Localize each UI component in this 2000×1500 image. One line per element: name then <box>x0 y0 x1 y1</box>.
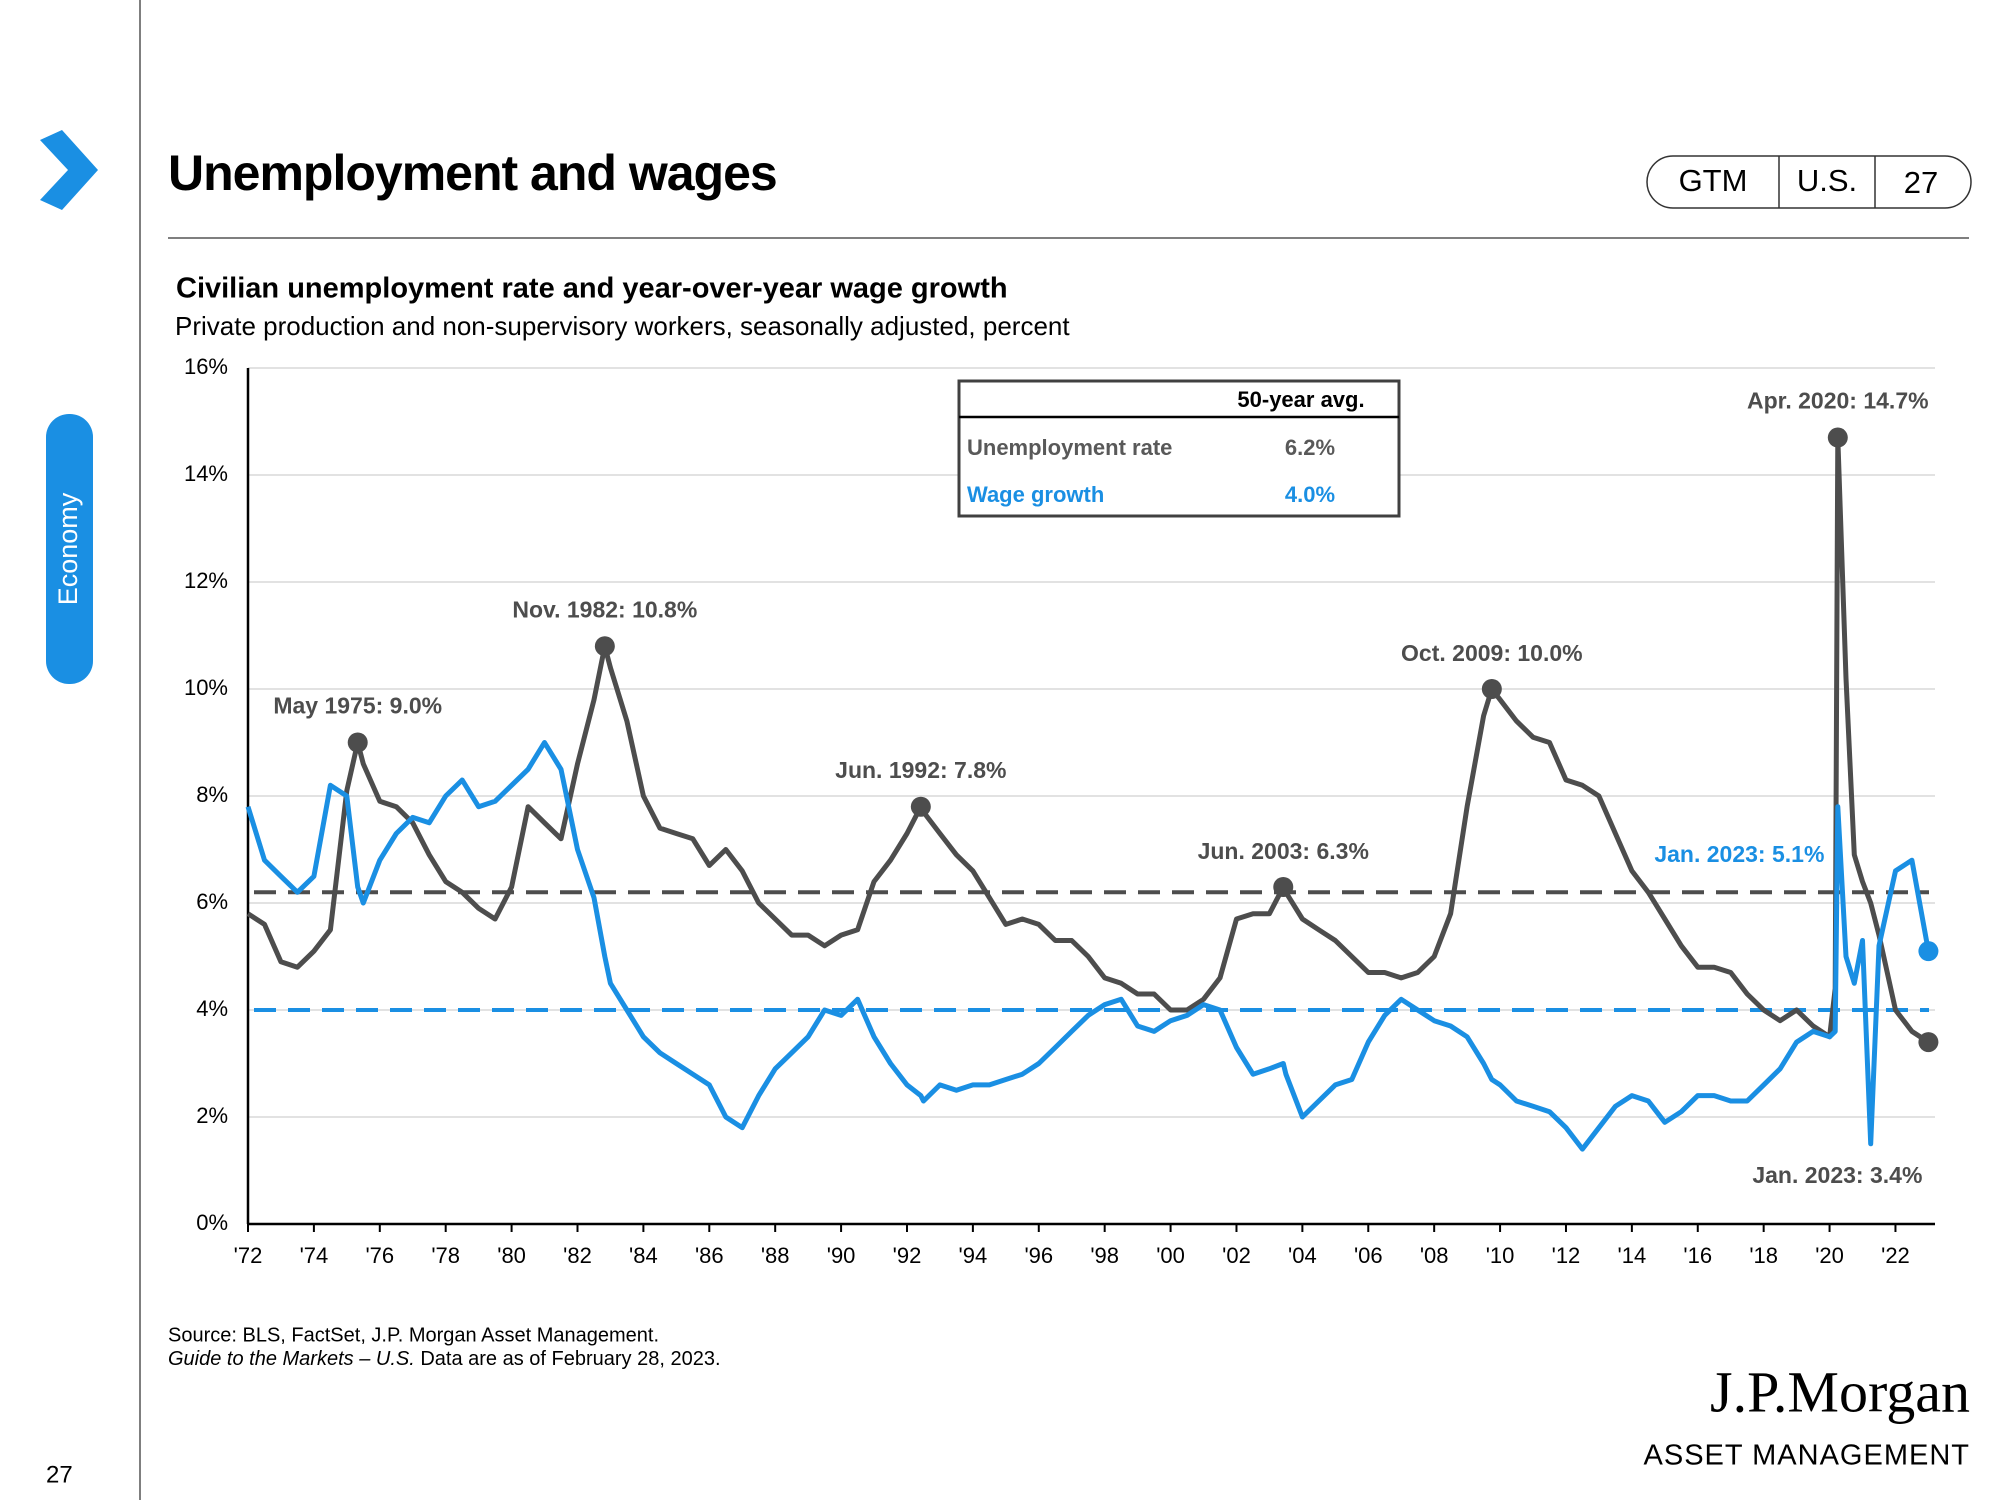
x-tick-label: '16 <box>1683 1243 1712 1268</box>
logo: J.P.Morgan <box>1710 1359 1970 1424</box>
plot: 0% 2% 4% 6% 8% 10% 12% 14% 16% '72 '74 '76 '78 '80 '82… <box>184 354 1939 1268</box>
chevron-icon <box>40 130 98 210</box>
table-row-value: 6.2% <box>1285 435 1335 460</box>
annotation-label: Jan. 2023: 5.1% <box>1654 841 1824 867</box>
x-tick-label: '94 <box>959 1243 988 1268</box>
tag: GTM <box>1679 163 1748 198</box>
annotation-label: Apr. 2020: 14.7% <box>1747 388 1929 414</box>
x-tick-label: '80 <box>497 1243 526 1268</box>
y-tick-label: 14% <box>184 461 228 486</box>
page-number: 27 <box>46 1461 73 1488</box>
logo-sub: ASSET MANAGEMENT <box>1644 1440 1970 1472</box>
x-tick-label: '78 <box>431 1243 460 1268</box>
y-tick-label: 10% <box>184 675 228 700</box>
section-label: Economy <box>53 492 83 605</box>
average-table <box>957 379 1401 518</box>
series-line <box>245 740 1931 1152</box>
x-tick-label: '72 <box>234 1243 263 1268</box>
x-tick-label: '10 <box>1486 1243 1515 1268</box>
tag: U.S. <box>1797 163 1857 198</box>
y-tick-label: 4% <box>196 996 228 1021</box>
annotation-point <box>1918 1032 1939 1053</box>
date-text: Data are as of February 28, 2023. <box>415 1348 721 1370</box>
annotation-point <box>1918 941 1939 962</box>
tag-box <box>1646 155 1972 209</box>
y-tick-label: 2% <box>196 1103 228 1128</box>
annotation-label: Jun. 2003: 6.3% <box>1198 838 1369 864</box>
x-tick-label: '06 <box>1354 1243 1383 1268</box>
table-row-value: 4.0% <box>1285 482 1335 507</box>
annotation-label: Jun. 1992: 7.8% <box>835 757 1006 783</box>
x-tick-label: '96 <box>1024 1243 1053 1268</box>
y-tick-label: 6% <box>196 889 228 914</box>
table-row-label: Wage growth <box>967 482 1104 507</box>
y-tick-label: 0% <box>196 1210 228 1235</box>
series-line <box>246 435 1930 1045</box>
x-tick-label: '76 <box>365 1243 394 1268</box>
table-header: 50-year avg. <box>1237 387 1364 412</box>
annotation-label: May 1975: 9.0% <box>273 693 442 719</box>
tag: 27 <box>1904 165 1938 200</box>
section-pill <box>46 414 93 684</box>
y-tick-label: 12% <box>184 568 228 593</box>
x-tick-label: '18 <box>1749 1243 1778 1268</box>
annotation-point <box>1481 679 1502 699</box>
x-tick-label: '22 <box>1881 1243 1910 1268</box>
annotation-point <box>910 796 931 817</box>
annotation-point <box>1273 876 1294 897</box>
y-tick-label: 8% <box>196 782 228 807</box>
guide-name: Guide to the Markets – U.S. <box>168 1348 415 1370</box>
chart-subtitle: Private production and non-supervisory w… <box>175 311 1070 341</box>
x-tick-label: '86 <box>695 1243 724 1268</box>
annotation-point <box>347 732 368 753</box>
x-tick-label: '08 <box>1420 1243 1449 1268</box>
x-tick-label: '82 <box>563 1243 592 1268</box>
x-tick-label: '98 <box>1090 1243 1119 1268</box>
x-tick-label: '02 <box>1222 1243 1251 1268</box>
annotation-label: Oct. 2009: 10.0% <box>1401 640 1583 666</box>
y-tick-label: 16% <box>184 354 228 379</box>
x-tick-label: '84 <box>629 1243 658 1268</box>
annotation-label: Nov. 1982: 10.8% <box>512 596 697 622</box>
x-tick-label: '04 <box>1288 1243 1317 1268</box>
source-note: Source: BLS, FactSet, J.P. Morgan Asset … <box>168 1324 659 1346</box>
annotation-point <box>1827 427 1848 448</box>
x-tick-label: '74 <box>300 1243 329 1268</box>
x-tick-label: '88 <box>761 1243 790 1268</box>
x-tick-label: '90 <box>827 1243 856 1268</box>
table-row-label: Unemployment rate <box>967 435 1172 460</box>
date-note: Guide to the Markets – U.S. Data are as … <box>168 1348 721 1370</box>
x-tick-label: '14 <box>1618 1243 1647 1268</box>
annotation-label: Jan. 2023: 3.4% <box>1752 1162 1922 1188</box>
chart-title: Civilian unemployment rate and year-over… <box>176 273 1008 305</box>
x-tick-label: '12 <box>1552 1243 1581 1268</box>
x-tick-label: '20 <box>1815 1243 1844 1268</box>
annotation-point <box>594 636 615 657</box>
slide-title: Unemployment and wages <box>168 145 777 201</box>
x-tick-label: '92 <box>893 1243 922 1268</box>
x-tick-label: '00 <box>1156 1243 1185 1268</box>
